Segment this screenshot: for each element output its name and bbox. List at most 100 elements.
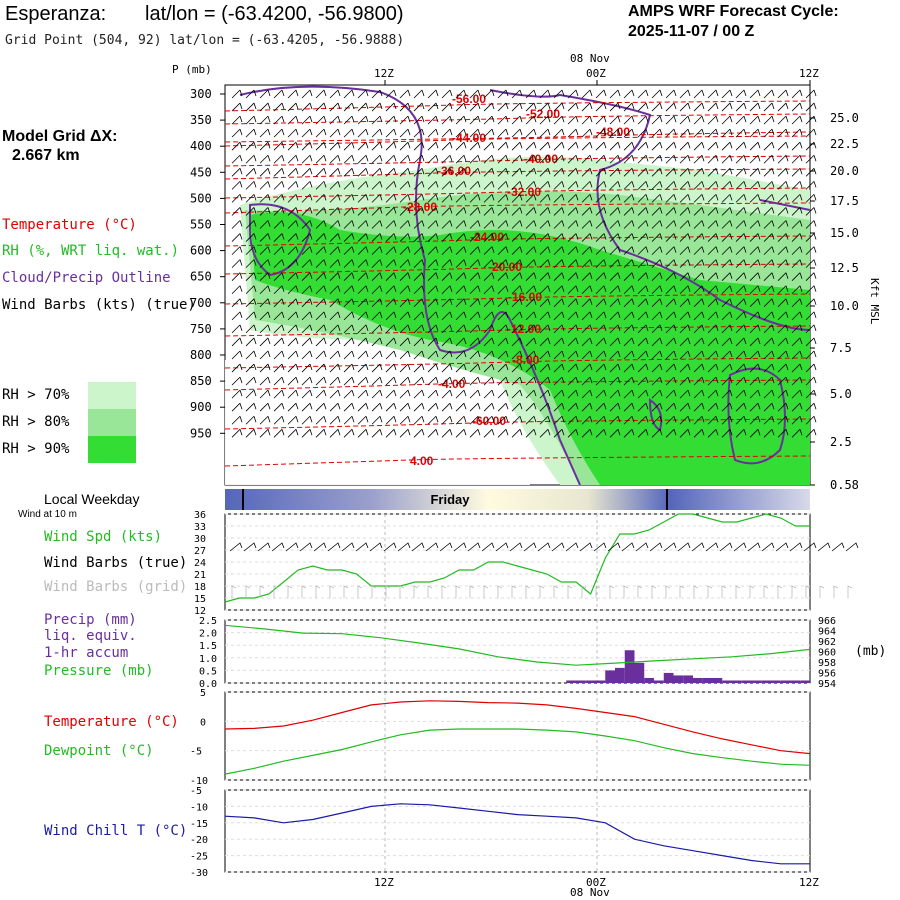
wind-barb [609,363,621,373]
wind-barb-flag [323,194,327,201]
wind-barb-staff [749,415,759,425]
wind-barb-flag [561,155,565,162]
wind-barb [805,154,817,164]
wind-barb-flag [267,285,271,292]
wind-barb-staff [259,246,269,255]
wind-barb-staff [329,311,339,321]
wind-barb-grid [357,585,363,598]
wind-barb-staff [357,337,367,347]
wind-barb [455,402,467,412]
wind-barb-staff [693,363,703,373]
wind-barb [483,337,495,347]
wind-barb [455,337,467,347]
wind-barb-staff [343,272,353,281]
wind-barb [259,246,271,255]
wind-barb-flag [729,233,733,240]
wind-barb-staff [609,246,619,255]
wind-barb-staff [231,272,241,281]
wind-barb-flag [659,429,663,436]
wind-barb-flag [757,155,761,162]
wind-barb-flag [281,115,285,123]
wind-barb-true [761,542,775,552]
model-grid-value: 2.667 km [12,147,80,164]
wind-barb [777,102,789,112]
wind-barb-staff [231,207,241,216]
wind-barb [259,376,271,386]
wind-barb-flag [365,233,369,240]
wind-barb [399,154,411,164]
wind-barb-grid [651,585,657,598]
wind-barb-flag [393,181,397,188]
wind-barb [385,272,397,281]
wind-barb-staff [763,429,773,438]
wind-barb-staff [273,259,283,268]
wind-barb [385,115,397,125]
wind-barb-flag [547,337,551,345]
wind-barb [791,363,803,373]
wind-barb [497,324,509,334]
wind-barb-staff [343,259,353,268]
wind-barb-flag [687,115,691,123]
wind-barb [497,194,509,203]
wind-barb-staff [273,415,283,425]
wind-barb [651,194,663,203]
wind-barb-flag [603,376,607,384]
wind-barb-staff [357,246,367,255]
wind-barb-flag [813,376,817,384]
wind-barb-staff [301,311,311,321]
wind-barb-staff [315,89,325,99]
wind-barb-flag [729,337,733,345]
wind-barb-staff [343,402,353,412]
wind-barb-flag [449,259,453,266]
wind-barb-flag [407,142,411,149]
wind-barb-staff [553,102,563,112]
wind-barb [805,337,817,347]
wind-barb [595,350,607,360]
wind-barb [483,128,495,138]
wind-barb-flag [603,181,607,188]
wind-barb-flag [687,350,691,358]
wind-barb-flag [589,363,593,371]
wind-barb [231,298,243,308]
wind-barb-staff [553,363,563,373]
wind-barb-staff [413,376,423,386]
wind-barb-staff [413,429,423,438]
wind-barb-staff [441,311,451,321]
wind-barb [553,311,565,321]
wind-barb-staff [623,194,633,203]
wind-barb [343,246,355,255]
wind-barb-flag [813,220,817,227]
wind-barb [609,311,621,321]
wind-barb-staff [665,402,675,412]
wind-barb [357,298,369,308]
wind-barb-flag [715,298,719,305]
wind-barb-flag [351,194,355,201]
wind-barb-staff [343,324,353,334]
wind-barb [357,402,369,412]
wind-barb-grid [245,585,251,598]
precip-bar [595,680,606,683]
wind-barb-staff [301,220,311,229]
wind-barb-flag [435,337,439,345]
wind-barb [497,233,509,242]
wind-barb-flag [757,102,761,110]
wind-barb-staff [539,337,549,347]
wind-barb [693,115,705,125]
wind-barb-staff [749,376,759,386]
wind-barb [721,350,733,360]
wind-barb-flag [603,207,607,214]
wind-barb-staff [539,311,549,321]
wind-barb-flag [239,350,243,358]
wind-barb [469,181,481,190]
wind-barb-flag [771,129,775,136]
wind-barb [301,285,313,295]
wind-barb [805,207,817,216]
wind-barb-flag [645,272,649,279]
wind-barb-staff [273,337,283,347]
wind-barb [273,429,285,438]
wind-barb-flag [281,298,285,305]
wind-barb-flag [463,194,467,201]
wind-barb-flag [463,115,467,123]
wind-barb-flag [337,298,341,305]
wind-barb-flag [519,115,523,123]
